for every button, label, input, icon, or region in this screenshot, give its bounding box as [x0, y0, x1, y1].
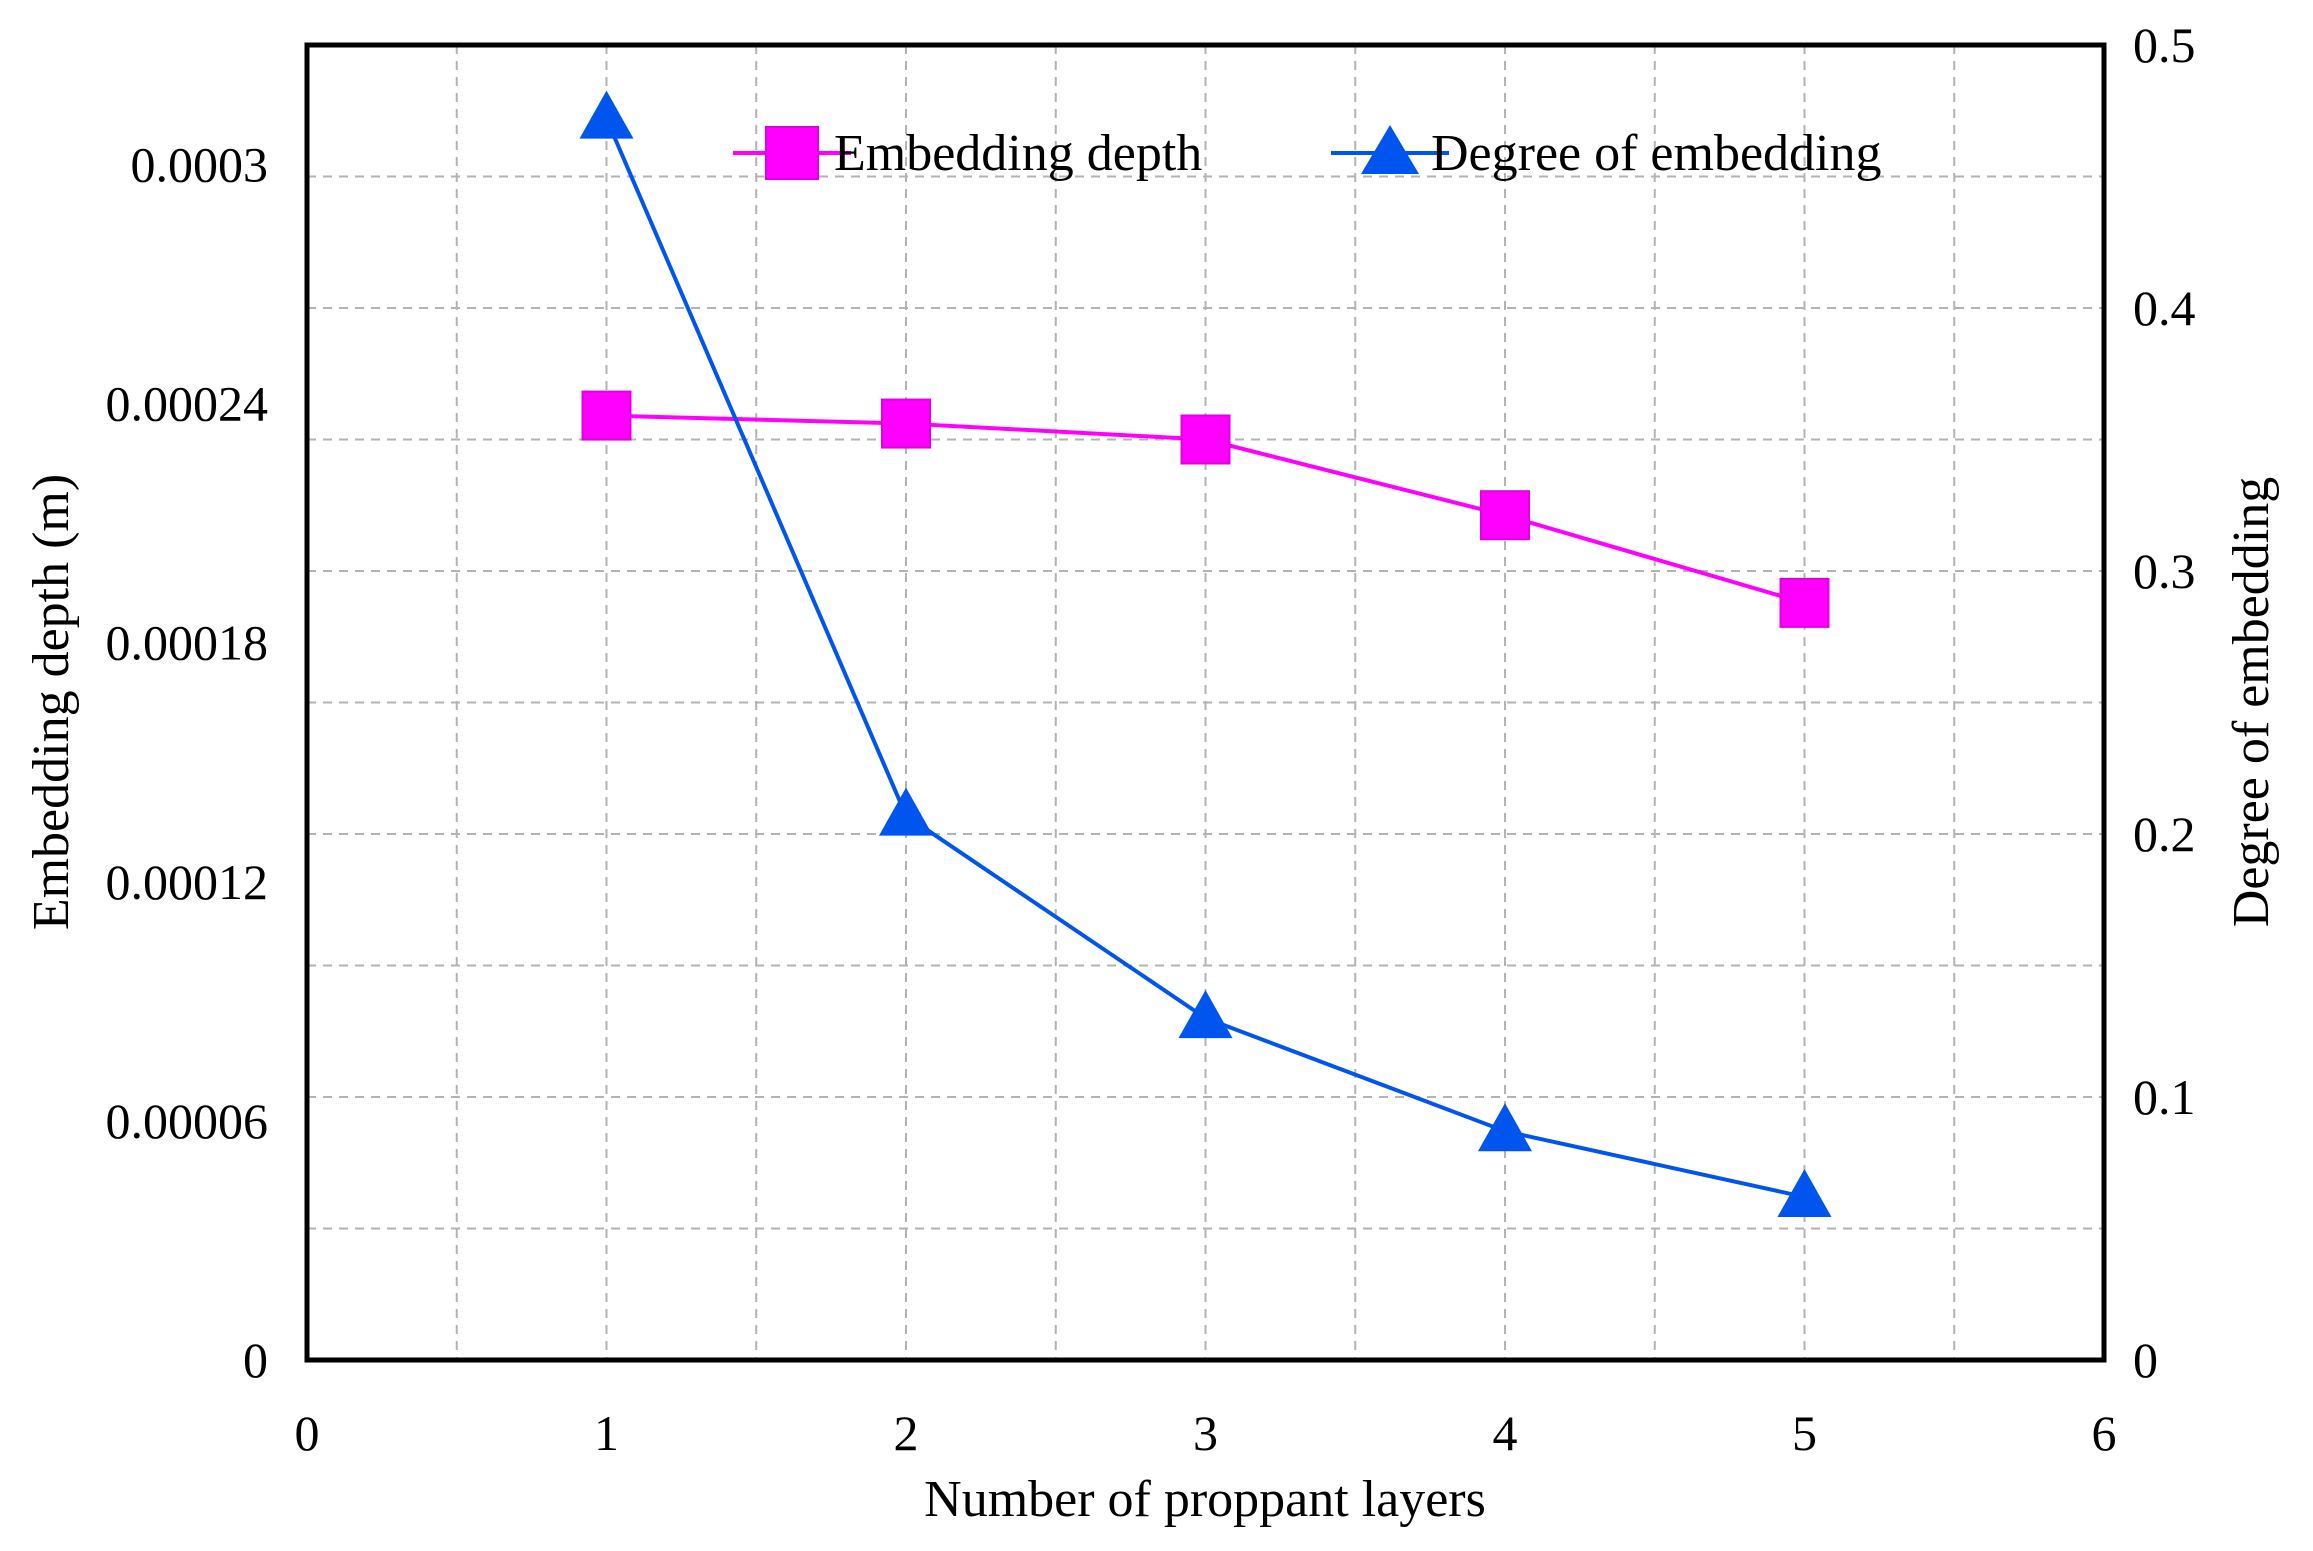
data-point-embedding-depth: [1480, 490, 1530, 541]
data-point-embedding-depth: [1779, 577, 1830, 628]
series-markers: [579, 90, 1832, 1217]
x-tick-label: 6: [2092, 1405, 2117, 1461]
data-point-degree-of-embedding: [1178, 990, 1233, 1039]
y-right-tick-label: 0.2: [2133, 806, 2196, 862]
data-point-embedding-depth: [881, 398, 931, 449]
legend-marker-square-icon: [765, 126, 819, 180]
y-axis-left-title: Embedding depth (m): [23, 474, 80, 930]
data-point-degree-of-embedding: [879, 787, 933, 836]
x-tick-label: 5: [1792, 1405, 1817, 1461]
y-left-tick-label: 0.00012: [106, 854, 269, 910]
x-tick-label: 2: [894, 1405, 919, 1461]
legend-label-degree-of-embedding: Degree of embedding: [1431, 125, 1881, 182]
data-point-degree-of-embedding: [1478, 1103, 1532, 1152]
y-left-tick-label: 0: [243, 1332, 268, 1388]
data-point-degree-of-embedding: [579, 90, 634, 139]
y-left-tick-label: 0.0003: [131, 137, 269, 193]
x-axis-ticks: 0 1 2 3 4 5 6: [295, 1405, 2117, 1461]
y-right-tick-label: 0.3: [2133, 543, 2196, 599]
data-point-degree-of-embedding: [1777, 1168, 1832, 1217]
y-axis-right-ticks: 0 0.1 0.2 0.3 0.4 0.5: [2133, 17, 2196, 1388]
legend-marker-triangle-icon: [1361, 125, 1419, 174]
y-left-tick-label: 0.00006: [106, 1093, 269, 1149]
x-tick-label: 3: [1193, 1405, 1218, 1461]
y-left-tick-label: 0.00024: [106, 376, 269, 432]
y-right-tick-label: 0.5: [2133, 17, 2196, 73]
y-axis-left-ticks: 0 0.00006 0.00012 0.00018 0.00024 0.0003: [106, 137, 269, 1388]
y-right-tick-label: 0: [2133, 1332, 2158, 1388]
legend: Embedding depth Degree of embedding: [733, 125, 1881, 182]
y-left-tick-label: 0.00018: [106, 615, 269, 671]
legend-label-embedding-depth: Embedding depth: [834, 125, 1202, 182]
y-right-tick-label: 0.1: [2133, 1069, 2196, 1125]
y-right-tick-label: 0.4: [2133, 280, 2196, 336]
y-axis-right-title: Degree of embedding: [2223, 477, 2280, 927]
x-tick-label: 0: [295, 1405, 320, 1461]
data-point-embedding-depth: [581, 390, 632, 441]
x-tick-label: 1: [594, 1405, 619, 1461]
plot-frame: [304, 42, 2107, 1363]
data-point-embedding-depth: [1180, 414, 1231, 465]
x-axis-title: Number of proppant layers: [924, 1471, 1486, 1528]
x-tick-label: 4: [1493, 1405, 1518, 1461]
